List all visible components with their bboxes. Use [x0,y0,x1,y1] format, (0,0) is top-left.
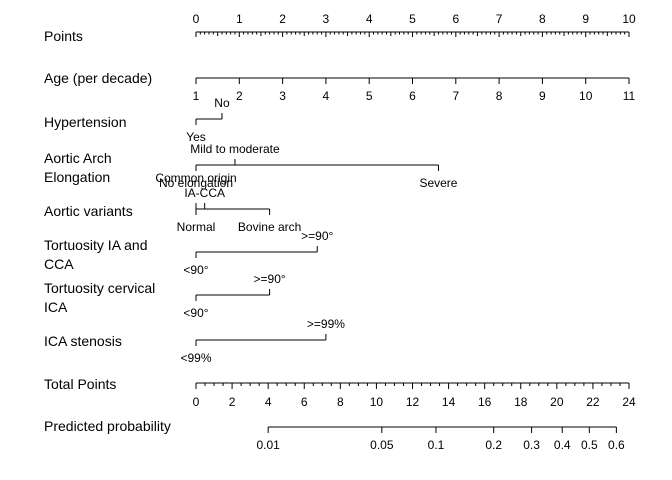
total-points-tick-label: 2 [229,395,236,409]
row-label-tortuosity-cervical-ica: Tortuosity cervical [44,280,155,296]
aortic-variants-level-label: Bovine arch [238,220,301,234]
row-label-predicted-probability: Predicted probability [44,418,171,434]
tortuosity-cervical-ica-level-label: >=90° [254,272,286,286]
ica-stenosis-level-label: <99% [180,351,211,365]
total-points-tick-label: 18 [514,395,528,409]
probability-tick-label: 0.1 [428,438,445,452]
probability-tick-label: 0.4 [554,438,571,452]
age-tick-label: 8 [496,89,503,103]
probability-tick-label: 0.6 [608,438,625,452]
points-tick-label: 3 [323,12,330,26]
points-tick-label: 4 [366,12,373,26]
probability-tick-label: 0.01 [256,438,280,452]
aortic-arch-elongation-level-label: Mild to moderate [190,142,280,156]
aortic-variants-level-label: IA-CCA [184,186,225,200]
aortic-variants-level-label: Common origin [155,171,236,185]
points-tick-label: 10 [622,12,636,26]
probability-tick-label: 0.2 [485,438,502,452]
age-tick-label: 11 [623,89,636,103]
hypertension-level-label: No [214,96,230,110]
row-label-ica-stenosis: ICA stenosis [44,333,122,349]
points-tick-label: 8 [539,12,546,26]
row-label-aortic-arch-elongation: Elongation [44,169,110,185]
age-tick-label: 4 [323,89,330,103]
points-tick-label: 9 [582,12,589,26]
total-points-tick-label: 6 [301,395,308,409]
row-label-age-per-decade: Age (per decade) [44,70,152,86]
row-label-tortuosity-cervical-ica: ICA [44,299,68,315]
aortic-variants-level-label: Normal [177,220,216,234]
aortic-arch-elongation-level-label: Severe [419,176,457,190]
row-label-tortuosity-ia-and-cca: Tortuosity IA and [44,237,148,253]
points-tick-label: 2 [279,12,286,26]
points-tick-label: 6 [452,12,459,26]
points-tick-label: 1 [236,12,243,26]
hypertension-level-label: Yes [186,130,206,144]
tortuosity-ia-and-cca-level-label: >=90° [301,229,333,243]
total-points-tick-label: 20 [550,395,564,409]
total-points-tick-label: 24 [622,395,636,409]
row-label-hypertension: Hypertension [44,114,127,130]
age-tick-label: 7 [452,89,459,103]
tortuosity-ia-and-cca-level-label: <90° [183,263,208,277]
total-points-tick-label: 16 [478,395,492,409]
ica-stenosis-level-label: >=99% [307,317,345,331]
row-label-points: Points [44,28,83,44]
total-points-tick-label: 0 [193,395,200,409]
total-points-tick-label: 22 [586,395,600,409]
age-tick-label: 5 [366,89,373,103]
total-points-tick-label: 10 [370,395,384,409]
age-tick-label: 9 [539,89,546,103]
age-tick-label: 2 [236,89,243,103]
total-points-tick-label: 12 [406,395,420,409]
points-tick-label: 0 [193,12,200,26]
points-tick-label: 5 [409,12,416,26]
total-points-tick-label: 4 [265,395,272,409]
probability-tick-label: 0.5 [581,438,598,452]
tortuosity-cervical-ica-level-label: <90° [183,306,208,320]
row-label-total-points: Total Points [44,376,116,392]
points-tick-label: 7 [496,12,503,26]
age-tick-label: 6 [409,89,416,103]
probability-tick-label: 0.05 [370,438,394,452]
age-tick-label: 3 [279,89,286,103]
total-points-tick-label: 14 [442,395,456,409]
age-tick-label: 10 [579,89,593,103]
probability-tick-label: 0.3 [523,438,540,452]
aortic-arch-elongation-level-label: No elongation [159,176,233,190]
row-label-tortuosity-ia-and-cca: CCA [44,256,74,272]
row-label-aortic-arch-elongation: Aortic Arch [44,150,112,166]
age-tick-label: 1 [193,89,200,103]
total-points-tick-label: 8 [337,395,344,409]
row-label-aortic-variants: Aortic variants [44,203,133,219]
